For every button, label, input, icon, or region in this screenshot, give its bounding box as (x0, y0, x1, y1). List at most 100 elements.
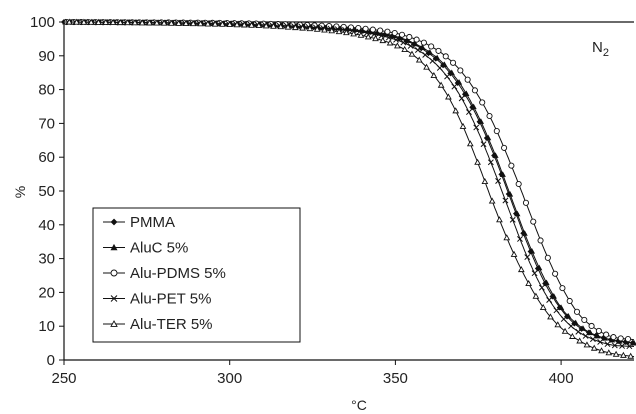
data-point (617, 335, 624, 342)
data-point (597, 339, 604, 345)
data-point (160, 19, 168, 26)
data-point (110, 269, 118, 277)
data-point (400, 39, 407, 46)
data-point (544, 254, 551, 261)
y-tick-label: 10 (38, 318, 55, 335)
data-point (510, 250, 518, 257)
data-point (422, 51, 429, 58)
data-point (576, 337, 584, 344)
data-point (531, 270, 538, 277)
data-point (406, 33, 413, 41)
data-point (445, 93, 452, 100)
data-point (477, 118, 485, 124)
data-point (168, 19, 175, 26)
data-point (525, 279, 532, 287)
data-point (611, 342, 618, 349)
data-point (517, 266, 525, 273)
data-point (441, 61, 448, 67)
data-point (372, 35, 379, 42)
data-point (508, 162, 515, 169)
legend-box (92, 207, 301, 343)
data-point (487, 159, 494, 166)
data-point (65, 18, 73, 25)
data-point (452, 107, 460, 114)
data-point (530, 218, 537, 225)
series-alu-ter-5 (64, 18, 635, 359)
data-point (536, 264, 543, 271)
data-point (423, 63, 430, 70)
data-point (514, 210, 521, 217)
data-point (503, 234, 511, 241)
data-point (110, 320, 118, 327)
data-point (342, 29, 350, 36)
data-point (619, 343, 626, 349)
data-point (87, 18, 95, 25)
y-axis-label: % (12, 186, 28, 198)
data-point (404, 37, 412, 43)
data-point (124, 19, 131, 26)
data-point (517, 236, 523, 242)
data-point (321, 26, 328, 33)
legend-label: PMMA (130, 214, 175, 231)
data-point (481, 177, 489, 184)
data-point (197, 20, 204, 27)
legend-item: Alu-PDMS 5% (103, 265, 226, 282)
data-point (561, 327, 569, 334)
data-point (457, 67, 464, 74)
annotation-subscript: 2 (603, 47, 609, 59)
data-point (131, 19, 139, 26)
data-point (566, 297, 573, 305)
data-point (552, 270, 559, 277)
data-point (521, 230, 528, 236)
data-point (492, 152, 499, 158)
data-point (299, 24, 306, 31)
data-point (426, 49, 433, 55)
data-point (550, 293, 557, 299)
data-point (620, 351, 627, 358)
data-point (110, 295, 118, 302)
data-point (226, 20, 234, 28)
data-point (255, 21, 263, 29)
data-point (448, 69, 455, 76)
data-point (554, 321, 562, 328)
data-point (335, 28, 343, 35)
data-point (378, 32, 385, 39)
data-point (430, 71, 438, 79)
legend-label: AluC 5% (130, 240, 188, 257)
y-tick-label: 50 (38, 183, 55, 200)
data-point (604, 341, 611, 348)
legend-item: PMMA (103, 214, 175, 231)
y-axis: 0 10 20 30 40 50 60 70 80 90 100 (30, 14, 64, 369)
data-point (474, 158, 481, 165)
x-tick-label: 400 (549, 370, 574, 387)
data-point (419, 44, 426, 51)
data-point (515, 180, 522, 188)
x-tick-label: 250 (51, 370, 76, 387)
data-point (415, 56, 423, 63)
data-point (506, 191, 514, 197)
legend: PMMA AluC 5% Alu-PDMS 5% Alu-PET 5% Alu-TER … (92, 207, 301, 343)
data-point (588, 322, 595, 330)
data-point (362, 25, 369, 32)
data-point (463, 90, 470, 97)
data-point (601, 335, 608, 341)
data-point (509, 216, 516, 223)
data-point (479, 99, 486, 106)
data-point (546, 297, 553, 303)
data-point (270, 22, 277, 29)
x-tick-label: 300 (217, 370, 242, 387)
data-point (413, 36, 420, 43)
data-point (466, 109, 472, 116)
data-point (451, 83, 458, 90)
data-point (464, 76, 471, 83)
data-point (284, 23, 292, 30)
y-tick-label: 0 (47, 352, 55, 369)
y-tick-label: 30 (38, 251, 55, 268)
data-point (522, 199, 530, 206)
data-point (219, 20, 226, 27)
x-axis-label: °C (351, 397, 367, 413)
series-line (64, 21, 635, 358)
legend-item: Alu-PET 5% (103, 291, 211, 308)
data-point (485, 134, 492, 141)
